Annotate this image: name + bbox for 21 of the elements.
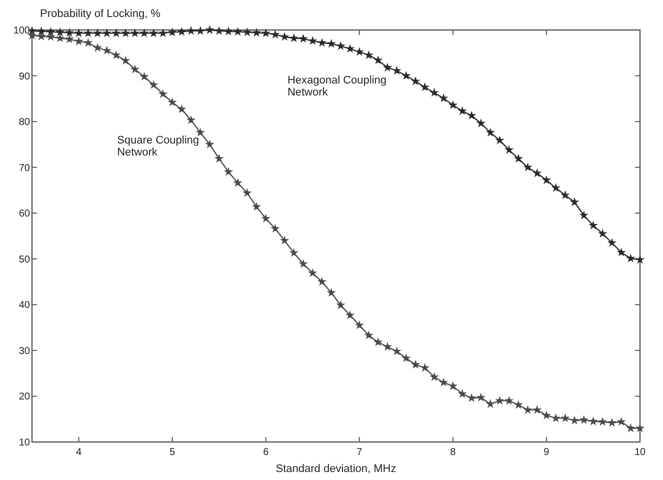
x-tick-label: 6 [263, 447, 270, 458]
y-tick-label: 60 [18, 208, 30, 220]
x-tick-label: 4 [76, 447, 82, 458]
x-tick-label: 10 [634, 447, 646, 458]
x-tick-label: 5 [170, 447, 176, 458]
x-tick-label: 7 [356, 447, 363, 458]
x-tick-label: 9 [544, 447, 550, 458]
y-tick-label: 10 [18, 438, 30, 448]
y-tick-label: 20 [18, 392, 30, 403]
y-tick-label: 70 [18, 162, 30, 174]
y-tick-label: 100 [13, 26, 30, 36]
y-tick-label: 80 [18, 117, 30, 128]
x-tick-label: 8 [450, 447, 456, 458]
y-tick-label: 40 [18, 300, 30, 312]
x-axis-title: Standard deviation, MHz [276, 463, 396, 475]
series-label: Hexagonal Coupling Network [287, 74, 387, 99]
y-tick-label: 90 [18, 71, 30, 82]
y-tick-label: 30 [18, 346, 30, 357]
y-axis-title: Probability of Locking, % [40, 8, 161, 20]
y-tick-label: 50 [18, 254, 30, 266]
series-label: Square Coupling Network [117, 134, 200, 159]
